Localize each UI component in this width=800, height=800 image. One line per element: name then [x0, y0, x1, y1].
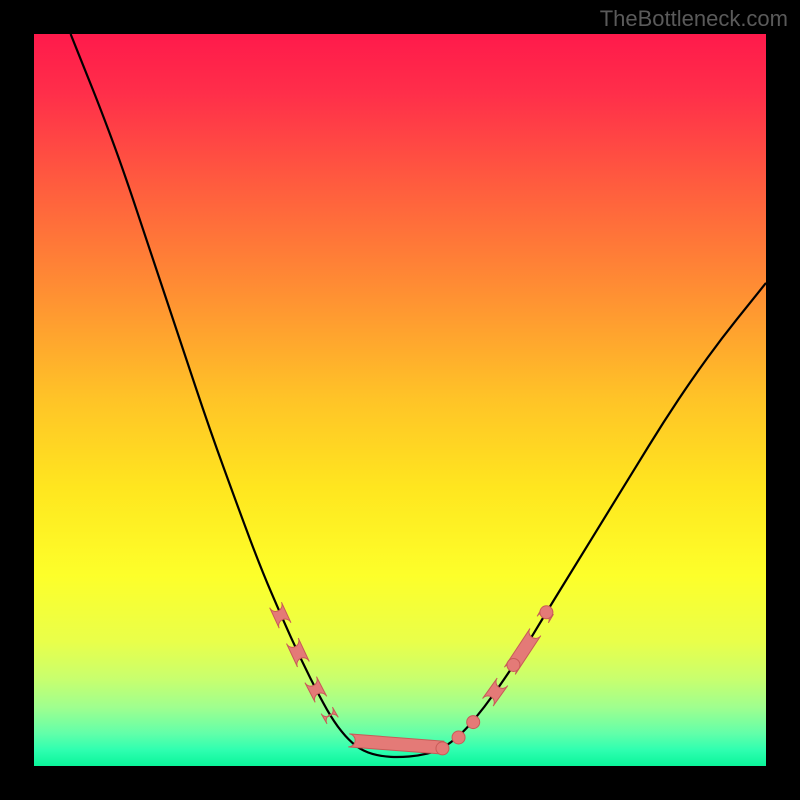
marker-dot [467, 716, 480, 729]
marker-dot [507, 658, 520, 671]
marker-segment [483, 678, 508, 706]
marker-segment [287, 638, 310, 667]
plot-svg [34, 34, 766, 766]
marker-segment [305, 677, 327, 703]
marker-dot [540, 606, 553, 619]
marker-dot [436, 742, 449, 755]
bottleneck-curve [71, 34, 766, 757]
marker-segment [270, 602, 291, 628]
watermark-text: TheBottleneck.com [600, 6, 788, 32]
marker-segment [321, 707, 338, 724]
marker-group [270, 602, 554, 755]
marker-dot [452, 731, 465, 744]
plot-frame [34, 34, 766, 766]
chart-stage: TheBottleneck.com [0, 0, 800, 800]
